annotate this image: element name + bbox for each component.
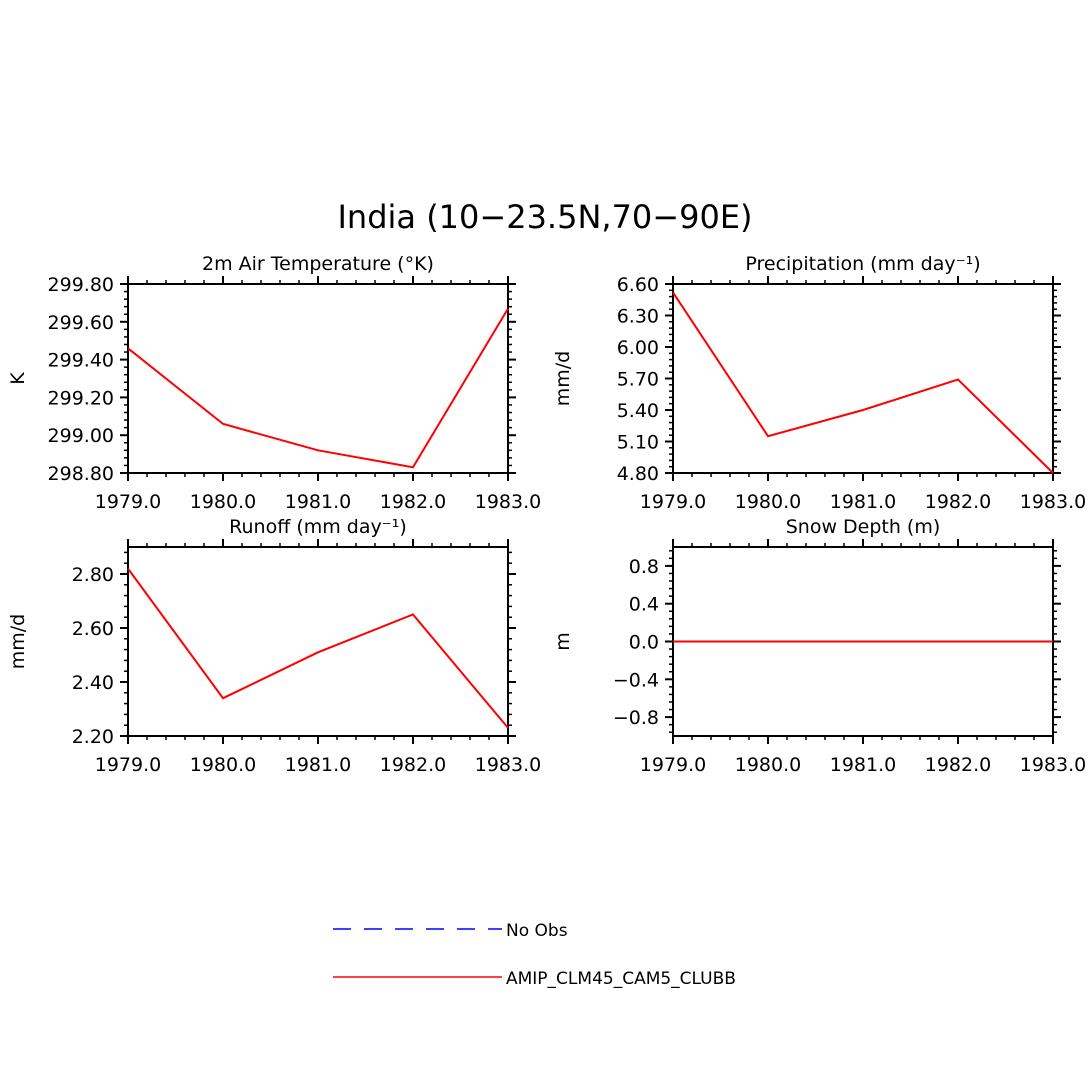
y-tick-label: 299.80 xyxy=(48,274,114,296)
x-tick-label: 1979.0 xyxy=(95,491,161,513)
x-tick-label: 1979.0 xyxy=(95,754,161,776)
x-tick-label: 1979.0 xyxy=(640,491,706,513)
y-tick-label: 0.4 xyxy=(629,594,659,616)
series-line xyxy=(127,568,509,729)
y-tick-label: 2.80 xyxy=(72,564,114,586)
x-tick-label: 1983.0 xyxy=(475,491,541,513)
y-tick-label: 5.70 xyxy=(617,369,659,391)
x-tick-label: 1980.0 xyxy=(735,754,801,776)
legend: No Obs AMIP_CLM45_CAM5_CLUBB xyxy=(333,921,736,989)
y-tick-label: 6.30 xyxy=(617,306,659,328)
y-tick-label: 0.8 xyxy=(629,556,659,578)
y-tick-label: 2.60 xyxy=(72,618,114,640)
series-line xyxy=(127,308,509,469)
y-tick-label: 299.00 xyxy=(48,425,114,447)
panel-title: 2m Air Temperature (°K) xyxy=(202,253,434,275)
figure-title: India (10−23.5N,70−90E) xyxy=(337,198,752,236)
plot-frame xyxy=(127,283,509,474)
y-tick-label: 2.20 xyxy=(72,726,114,748)
x-tick-label: 1981.0 xyxy=(285,754,351,776)
x-tick-label: 1979.0 xyxy=(640,754,706,776)
x-tick-label: 1982.0 xyxy=(925,754,991,776)
panel-title: Precipitation (mm day⁻¹) xyxy=(745,253,980,275)
chart-panel-2: 1979.0 1980.0 1981.0 1982.0 1983.0 4.80 5.10 5.… xyxy=(552,253,1086,513)
x-tick-label: 1983.0 xyxy=(475,754,541,776)
legend-label: AMIP_CLM45_CAM5_CLUBB xyxy=(506,969,736,989)
x-tick-label: 1982.0 xyxy=(380,754,446,776)
series-line xyxy=(672,291,1054,474)
y-tick-label: 299.60 xyxy=(48,312,114,334)
y-tick-label: 6.00 xyxy=(617,337,659,359)
y-tick-label: −0.8 xyxy=(613,707,659,729)
y-axis-label: K xyxy=(7,372,29,385)
chart-panel-1: 1979.0 1980.0 1981.0 1982.0 1983.0 298.80 299.… xyxy=(7,253,541,513)
y-tick-label: 5.10 xyxy=(617,432,659,454)
chart-panels: 1979.0 1980.0 1981.0 1982.0 1983.0 298.80 299.… xyxy=(7,253,1086,776)
y-tick-label: 4.80 xyxy=(617,463,659,485)
legend-label: No Obs xyxy=(506,921,568,941)
panel-title: Runoff (mm day⁻¹) xyxy=(229,516,407,538)
y-tick-label: 299.40 xyxy=(48,350,114,372)
x-tick-label: 1980.0 xyxy=(190,754,256,776)
x-tick-label: 1980.0 xyxy=(735,491,801,513)
plot-frame xyxy=(127,546,509,737)
x-tick-label: 1981.0 xyxy=(830,491,896,513)
y-axis-label: mm/d xyxy=(552,351,574,406)
y-axis-label: m xyxy=(552,632,574,651)
chart-panel-4: 1979.0 1980.0 1981.0 1982.0 1983.0 −0.8 −0.4 0.… xyxy=(552,516,1086,776)
y-axis-label: mm/d xyxy=(7,614,29,669)
x-tick-label: 1981.0 xyxy=(285,491,351,513)
chart-panel-3: 1979.0 1980.0 1981.0 1982.0 1983.0 2.20 2.40 2.… xyxy=(7,516,541,776)
y-tick-label: 5.40 xyxy=(617,400,659,422)
x-tick-label: 1982.0 xyxy=(925,491,991,513)
y-tick-label: 299.20 xyxy=(48,387,114,409)
panel-title: Snow Depth (m) xyxy=(786,516,941,538)
y-tick-label: 0.0 xyxy=(629,632,659,654)
x-tick-label: 1981.0 xyxy=(830,754,896,776)
x-tick-label: 1982.0 xyxy=(380,491,446,513)
y-tick-label: 298.80 xyxy=(48,463,114,485)
x-tick-label: 1980.0 xyxy=(190,491,256,513)
x-tick-label: 1983.0 xyxy=(1020,491,1086,513)
x-tick-label: 1983.0 xyxy=(1020,754,1086,776)
y-tick-label: 2.40 xyxy=(72,672,114,694)
y-tick-label: 6.60 xyxy=(617,274,659,296)
y-tick-label: −0.4 xyxy=(613,669,659,691)
